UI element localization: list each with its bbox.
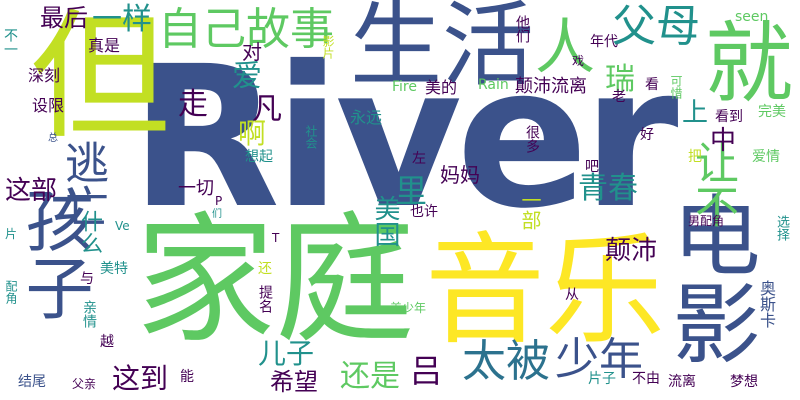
word-shenme: 什么 — [77, 210, 102, 254]
word-dan: 但 — [30, 0, 171, 159]
word-rain: Rain — [478, 77, 509, 93]
word-ba2: 把 — [688, 149, 702, 165]
word-dianpei: 颠沛 — [605, 236, 658, 266]
word-zhebu: 这部 — [5, 176, 58, 206]
word-dianpei-liuli: 颠沛流离 — [515, 76, 587, 97]
word-shexian: 设限 — [32, 96, 65, 115]
word-yue: 越 — [100, 334, 114, 350]
word-pianzi: 片子 — [588, 371, 616, 387]
word-fuqin: 父亲 — [72, 377, 97, 391]
word-cong: 从 — [565, 287, 579, 303]
word-rui: 瑞 — [605, 62, 635, 97]
word-neng: 能 — [180, 369, 194, 385]
word-men: 们 — [212, 209, 222, 220]
word-wanmei: 完美 — [758, 104, 786, 120]
word-kan: 看 — [645, 77, 659, 93]
word-yiyang: 一样 — [92, 2, 152, 37]
word-zou: 走 — [178, 87, 208, 122]
word-buyi: 不一 — [2, 28, 18, 56]
word-shang: 上 — [682, 98, 709, 128]
word-t: T — [272, 231, 280, 245]
word-meite: 美特 — [100, 261, 128, 277]
word-fumu: 父母 — [612, 1, 700, 52]
word-zuo: 左 — [412, 151, 426, 167]
word-jiu: 就 — [705, 12, 794, 115]
word-zhedao: 这到 — [112, 362, 169, 395]
word-mama: 妈妈 — [440, 163, 480, 187]
word-zong: 总 — [48, 133, 58, 144]
word-aosika: 奥斯卡 — [757, 280, 776, 328]
word-ve: Ve — [115, 219, 130, 233]
word-niandai: 年代 — [590, 34, 618, 50]
word-liuli: 流离 — [668, 374, 696, 390]
word-yiqie: 一切 — [178, 178, 214, 199]
word-haizi: 孩子 — [13, 185, 92, 321]
word-hao: 好 — [640, 127, 654, 143]
word-yibu: 一部 — [518, 190, 542, 230]
word-haishi: 还是 — [340, 359, 400, 394]
word-nanpeijue: 男配角 — [688, 214, 725, 228]
word-xiangqi: 想起 — [245, 149, 273, 165]
word-shenghuo: 生活 — [350, 0, 535, 99]
word-qingchun: 青春 — [578, 171, 638, 206]
word-meishaonian: 美少年 — [390, 301, 427, 315]
word-yinyue: 音乐 — [425, 222, 665, 361]
word-tamen: 他们 — [514, 15, 530, 43]
word-kexi: 可惜 — [669, 75, 683, 99]
word-ziji-gushi: 自己故事 — [158, 4, 334, 55]
word-lao: 老 — [612, 89, 626, 105]
word-peijue: 配角 — [4, 280, 18, 304]
word-shehui: 社会 — [304, 125, 318, 149]
word-zuihou: 最后 — [40, 4, 88, 32]
word-fan: 凡 — [252, 92, 282, 127]
word-kandao: 看到 — [715, 109, 743, 125]
word-buyou: 不由 — [632, 371, 660, 387]
word-aiqing: 爱情 — [752, 149, 780, 165]
word-yu: 与 — [80, 271, 94, 287]
word-fire: Fire — [392, 79, 417, 95]
word-zhenshi: 真是 — [88, 36, 121, 55]
word-shenke: 深刻 — [28, 66, 61, 85]
word-ba: 吧 — [585, 159, 599, 175]
word-erzi: 儿子 — [258, 337, 315, 370]
word-meide: 美的 — [425, 78, 458, 97]
word-taibei: 太被 — [462, 336, 550, 387]
word-p: P — [215, 194, 223, 208]
word-li: 里 — [395, 172, 428, 210]
word-ren: 人 — [535, 13, 595, 83]
word-rangbu: 让不 — [687, 140, 738, 228]
word-timing: 提名 — [257, 285, 273, 313]
word-mengxiang: 梦想 — [730, 374, 758, 390]
word-xuanze: 选择 — [774, 215, 789, 241]
word-shaonian: 少年 — [555, 334, 643, 385]
word-ai: 爱 — [232, 59, 262, 94]
word-jiewei: 结尾 — [18, 374, 46, 390]
word-qinqing: 亲情 — [81, 300, 97, 328]
word-river: River — [130, 24, 679, 251]
word-taowang: 逃亡 — [57, 140, 108, 228]
word-dui: 对 — [242, 40, 262, 64]
word-a: 啊 — [238, 117, 267, 150]
word-jiating: 家庭 — [135, 200, 416, 363]
word-xi: 戏 — [572, 54, 585, 68]
word-yongyuan: 永远 — [350, 108, 383, 127]
word-pian: 片 — [5, 227, 18, 241]
word-xiwang: 希望 — [270, 368, 318, 396]
word-hai: 还 — [258, 261, 272, 277]
word-meiguo: 美国 — [370, 195, 400, 247]
word-lv: 吕 — [410, 352, 443, 390]
word-zhong: 中 — [710, 126, 737, 156]
word-seen: seen — [735, 9, 769, 25]
word-yexu: 也许 — [410, 204, 438, 220]
word-dianying: 电影 — [658, 190, 761, 366]
word-yingpian: 影片 — [321, 35, 335, 59]
word-henduo: 很多 — [524, 125, 540, 153]
